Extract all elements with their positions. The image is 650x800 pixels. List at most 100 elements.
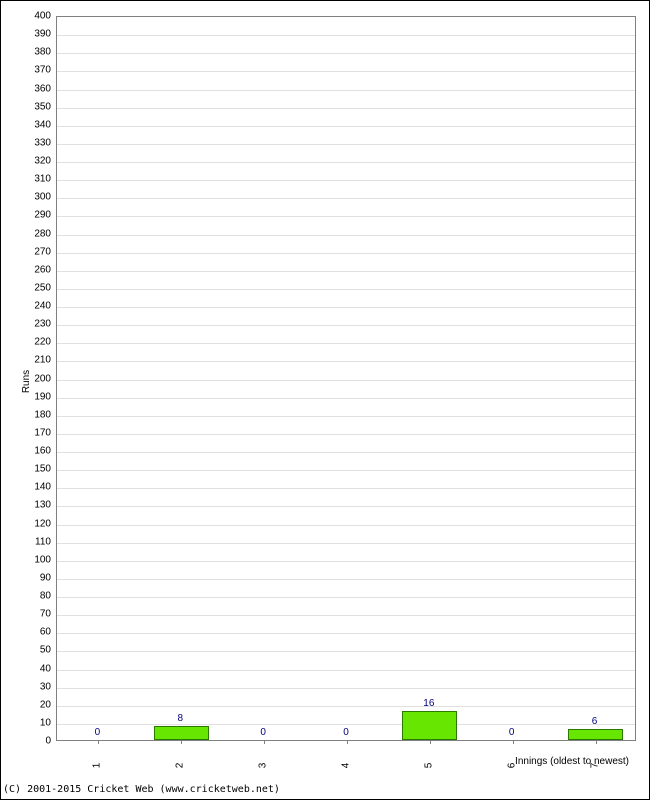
x-tick-mark: [98, 740, 99, 744]
y-tick-label: 20: [21, 699, 51, 710]
y-tick-label: 230: [21, 319, 51, 330]
y-tick-label: 240: [21, 301, 51, 312]
y-tick-label: 130: [21, 500, 51, 511]
y-tick-label: 290: [21, 210, 51, 221]
x-tick-mark: [264, 740, 265, 744]
gridline: [57, 488, 635, 489]
y-tick-label: 70: [21, 609, 51, 620]
bar-value-label: 6: [592, 716, 598, 727]
x-tick-label: 6: [506, 756, 517, 776]
y-tick-label: 10: [21, 717, 51, 728]
y-tick-label: 260: [21, 264, 51, 275]
gridline: [57, 361, 635, 362]
gridline: [57, 525, 635, 526]
x-tick-label: 4: [341, 756, 352, 776]
y-tick-label: 30: [21, 681, 51, 692]
x-tick-label: 5: [423, 756, 434, 776]
gridline: [57, 253, 635, 254]
gridline: [57, 71, 635, 72]
bar-value-label: 0: [509, 727, 515, 738]
plot-area: [56, 16, 636, 741]
y-tick-label: 40: [21, 663, 51, 674]
gridline: [57, 90, 635, 91]
y-tick-label: 270: [21, 246, 51, 257]
gridline: [57, 416, 635, 417]
x-tick-mark: [596, 740, 597, 744]
gridline: [57, 615, 635, 616]
x-tick-label: 2: [175, 756, 186, 776]
gridline: [57, 108, 635, 109]
gridline: [57, 724, 635, 725]
y-tick-label: 150: [21, 464, 51, 475]
y-tick-label: 210: [21, 355, 51, 366]
gridline: [57, 198, 635, 199]
y-tick-label: 360: [21, 83, 51, 94]
y-tick-label: 100: [21, 554, 51, 565]
gridline: [57, 670, 635, 671]
y-tick-label: 60: [21, 627, 51, 638]
y-tick-label: 400: [21, 11, 51, 22]
x-axis-label: Innings (oldest to newest): [515, 756, 629, 767]
gridline: [57, 633, 635, 634]
y-tick-label: 340: [21, 119, 51, 130]
bar-value-label: 0: [260, 727, 266, 738]
bar-value-label: 16: [423, 698, 434, 709]
x-tick-mark: [347, 740, 348, 744]
x-tick-mark: [181, 740, 182, 744]
gridline: [57, 289, 635, 290]
chart-container: Runs Innings (oldest to newest) (C) 2001…: [0, 0, 650, 800]
x-tick-label: 7: [589, 756, 600, 776]
y-tick-label: 200: [21, 373, 51, 384]
y-tick-label: 350: [21, 101, 51, 112]
bar-value-label: 8: [178, 713, 184, 724]
y-tick-label: 390: [21, 29, 51, 40]
gridline: [57, 597, 635, 598]
y-tick-label: 50: [21, 645, 51, 656]
y-tick-label: 160: [21, 446, 51, 457]
gridline: [57, 325, 635, 326]
gridline: [57, 543, 635, 544]
gridline: [57, 688, 635, 689]
y-tick-label: 330: [21, 137, 51, 148]
bar: [568, 729, 623, 740]
x-tick-mark: [513, 740, 514, 744]
gridline: [57, 216, 635, 217]
x-tick-label: 3: [258, 756, 269, 776]
gridline: [57, 53, 635, 54]
gridline: [57, 398, 635, 399]
y-tick-label: 310: [21, 174, 51, 185]
gridline: [57, 579, 635, 580]
gridline: [57, 561, 635, 562]
y-tick-label: 140: [21, 482, 51, 493]
y-tick-label: 220: [21, 337, 51, 348]
gridline: [57, 235, 635, 236]
gridline: [57, 343, 635, 344]
y-tick-label: 170: [21, 427, 51, 438]
gridline: [57, 380, 635, 381]
bar-value-label: 0: [343, 727, 349, 738]
gridline: [57, 452, 635, 453]
gridline: [57, 706, 635, 707]
bar: [154, 726, 209, 741]
x-tick-mark: [430, 740, 431, 744]
gridline: [57, 162, 635, 163]
gridline: [57, 35, 635, 36]
y-tick-label: 120: [21, 518, 51, 529]
gridline: [57, 651, 635, 652]
credit-text: (C) 2001-2015 Cricket Web (www.cricketwe…: [3, 784, 280, 795]
y-tick-label: 250: [21, 282, 51, 293]
gridline: [57, 144, 635, 145]
y-tick-label: 180: [21, 409, 51, 420]
y-tick-label: 190: [21, 391, 51, 402]
gridline: [57, 271, 635, 272]
gridline: [57, 307, 635, 308]
bar: [402, 711, 457, 740]
y-tick-label: 80: [21, 591, 51, 602]
y-tick-label: 300: [21, 192, 51, 203]
gridline: [57, 470, 635, 471]
gridline: [57, 506, 635, 507]
y-tick-label: 280: [21, 228, 51, 239]
x-tick-label: 1: [92, 756, 103, 776]
y-tick-label: 90: [21, 572, 51, 583]
y-tick-label: 110: [21, 536, 51, 547]
